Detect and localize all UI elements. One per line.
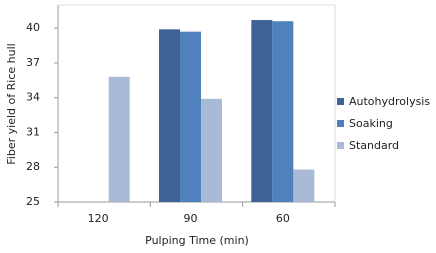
x-tick-label: 60 bbox=[276, 212, 290, 225]
x-tick-label: 120 bbox=[88, 212, 109, 225]
x-axis-label: Pulping Time (min) bbox=[145, 234, 249, 247]
bar bbox=[251, 20, 273, 203]
y-tick-label: 28 bbox=[26, 160, 40, 173]
legend-swatch bbox=[337, 142, 344, 149]
bar bbox=[201, 98, 222, 202]
legend-swatch bbox=[337, 120, 344, 127]
y-tick-label: 37 bbox=[26, 56, 40, 69]
y-tick-label: 34 bbox=[26, 91, 40, 104]
bar bbox=[272, 21, 294, 203]
legend-swatch bbox=[337, 98, 344, 105]
y-tick-label: 25 bbox=[26, 195, 40, 208]
y-axis-label: Fiber yield of Rice hull bbox=[5, 43, 18, 164]
bar bbox=[159, 29, 180, 202]
bar bbox=[293, 169, 315, 202]
x-tick-label: 90 bbox=[184, 212, 198, 225]
bar bbox=[108, 76, 130, 202]
legend-label: Standard bbox=[349, 139, 399, 152]
y-tick-label: 31 bbox=[26, 125, 40, 138]
legend-label: Autohydrolysis bbox=[349, 95, 430, 108]
legend-label: Soaking bbox=[349, 117, 393, 130]
bar bbox=[180, 31, 201, 203]
y-tick-label: 40 bbox=[26, 21, 40, 34]
